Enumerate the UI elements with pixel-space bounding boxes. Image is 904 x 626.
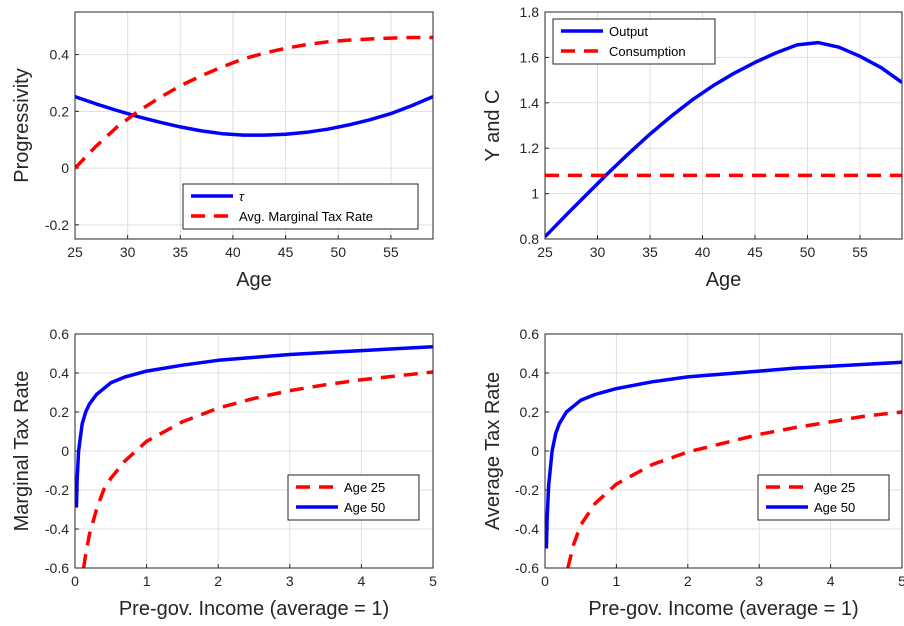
x-tick-label: 55 [852, 244, 868, 260]
y-tick-label: 0 [61, 443, 69, 459]
y-tick-label: 0.4 [50, 365, 70, 381]
axes-box [544, 11, 903, 240]
y-tick-label: -0.4 [515, 521, 539, 537]
x-tick-label: 40 [695, 244, 711, 260]
series-line-age-25 [566, 410, 902, 568]
series-line-age-50 [75, 344, 433, 508]
x-tick-label: 5 [898, 573, 904, 589]
axes-box [74, 333, 434, 569]
legend-label: Age 50 [814, 500, 855, 515]
chart-panel-4: 0 1 2 3 4 5 -0.6 -0.4 -0.2 0 0.2 0.4 0.6 Pre-gov. Inc… [482, 326, 904, 620]
x-tick-label: 45 [278, 244, 294, 260]
series-line-age-25 [81, 370, 433, 568]
x-tick-label: 35 [642, 244, 658, 260]
legend: Age 25 Age 50 [287, 474, 420, 521]
legend: Age 25 Age 50 [757, 474, 890, 521]
x-tick-label: 0 [71, 573, 79, 589]
x-axis-label: Pre-gov. Income (average = 1) [588, 598, 858, 620]
x-tick-label: 30 [590, 244, 606, 260]
y-tick-label: 0.2 [50, 404, 70, 420]
legend-label: Consumption [609, 44, 686, 59]
y-tick-label: 0.4 [50, 47, 70, 63]
x-tick-label: 55 [383, 244, 399, 260]
chart-panel-1: 25 30 35 40 45 50 55 -0.2 0 0.2 0.4 Age Progressivit… [11, 11, 434, 291]
x-axis-label: Age [706, 269, 742, 291]
x-tick-label: 0 [541, 573, 549, 589]
y-axis-label: Average Tax Rate [482, 372, 504, 530]
y-tick-label: 1 [531, 186, 539, 202]
legend-label: Output [609, 24, 648, 39]
y-tick-label: 0.6 [50, 326, 70, 342]
legend-box [182, 183, 419, 230]
x-tick-label: 50 [330, 244, 346, 260]
x-axis-label: Age [236, 269, 272, 291]
x-axis-label: Pre-gov. Income (average = 1) [119, 598, 389, 620]
legend-box [287, 474, 420, 521]
y-tick-label: 1.6 [520, 49, 540, 65]
legend-label: Avg. Marginal Tax Rate [239, 209, 373, 224]
axes-box [74, 11, 434, 240]
x-tick-label: 3 [286, 573, 294, 589]
y-tick-label: -0.2 [45, 482, 69, 498]
x-tick-label: 45 [747, 244, 763, 260]
y-axis-label: Progressivity [11, 68, 33, 182]
x-tick-label: 35 [173, 244, 189, 260]
x-tick-label: 25 [537, 244, 553, 260]
x-tick-label: 4 [827, 573, 835, 589]
x-tick-label: 1 [613, 573, 621, 589]
legend: τ Avg. Marginal Tax Rate [182, 183, 419, 230]
legend-box [552, 18, 716, 65]
legend-label: Age 25 [344, 480, 385, 495]
x-tick-label: 4 [358, 573, 366, 589]
y-tick-label: -0.6 [515, 560, 539, 576]
y-tick-label: 0.6 [520, 326, 540, 342]
chart-panel-2: 25 30 35 40 45 50 55 0.8 1 1.2 1.4 1.6 1.8 Age Y and C… [482, 4, 903, 291]
y-tick-label: -0.4 [45, 521, 69, 537]
y-tick-label: -0.2 [515, 482, 539, 498]
y-tick-label: 1.8 [520, 4, 540, 20]
y-axis-label: Marginal Tax Rate [11, 371, 33, 532]
legend-label: Age 25 [814, 480, 855, 495]
y-tick-label: 0 [531, 443, 539, 459]
x-tick-label: 40 [225, 244, 241, 260]
y-tick-label: 0.4 [520, 365, 540, 381]
y-tick-label: 0.2 [520, 404, 540, 420]
x-tick-label: 5 [429, 573, 437, 589]
y-axis-label: Y and C [482, 90, 504, 162]
legend-label: τ [239, 189, 245, 204]
y-tick-label: -0.6 [45, 560, 69, 576]
x-tick-label: 50 [800, 244, 816, 260]
x-tick-label: 3 [755, 573, 763, 589]
y-tick-label: 0 [61, 160, 69, 176]
x-tick-label: 2 [214, 573, 222, 589]
y-tick-label: 0.2 [50, 103, 70, 119]
y-tick-label: 0.8 [520, 231, 540, 247]
y-tick-label: 1.2 [520, 140, 540, 156]
legend-box [757, 474, 890, 521]
x-tick-label: 25 [67, 244, 83, 260]
legend-label: Age 50 [344, 500, 385, 515]
axes-box [544, 333, 903, 569]
x-tick-label: 1 [143, 573, 151, 589]
x-tick-label: 30 [120, 244, 136, 260]
series-line-age-50 [545, 360, 902, 549]
x-tick-label: 2 [684, 573, 692, 589]
y-tick-label: -0.2 [45, 217, 69, 233]
chart-panel-3: 0 1 2 3 4 5 -0.6 -0.4 -0.2 0 0.2 0.4 0.6 Pre-gov. Inc… [11, 326, 437, 620]
y-tick-label: 1.4 [520, 95, 540, 111]
series-line-avg-marginal-tax-rate [75, 35, 433, 170]
legend: Output Consumption [552, 18, 716, 65]
